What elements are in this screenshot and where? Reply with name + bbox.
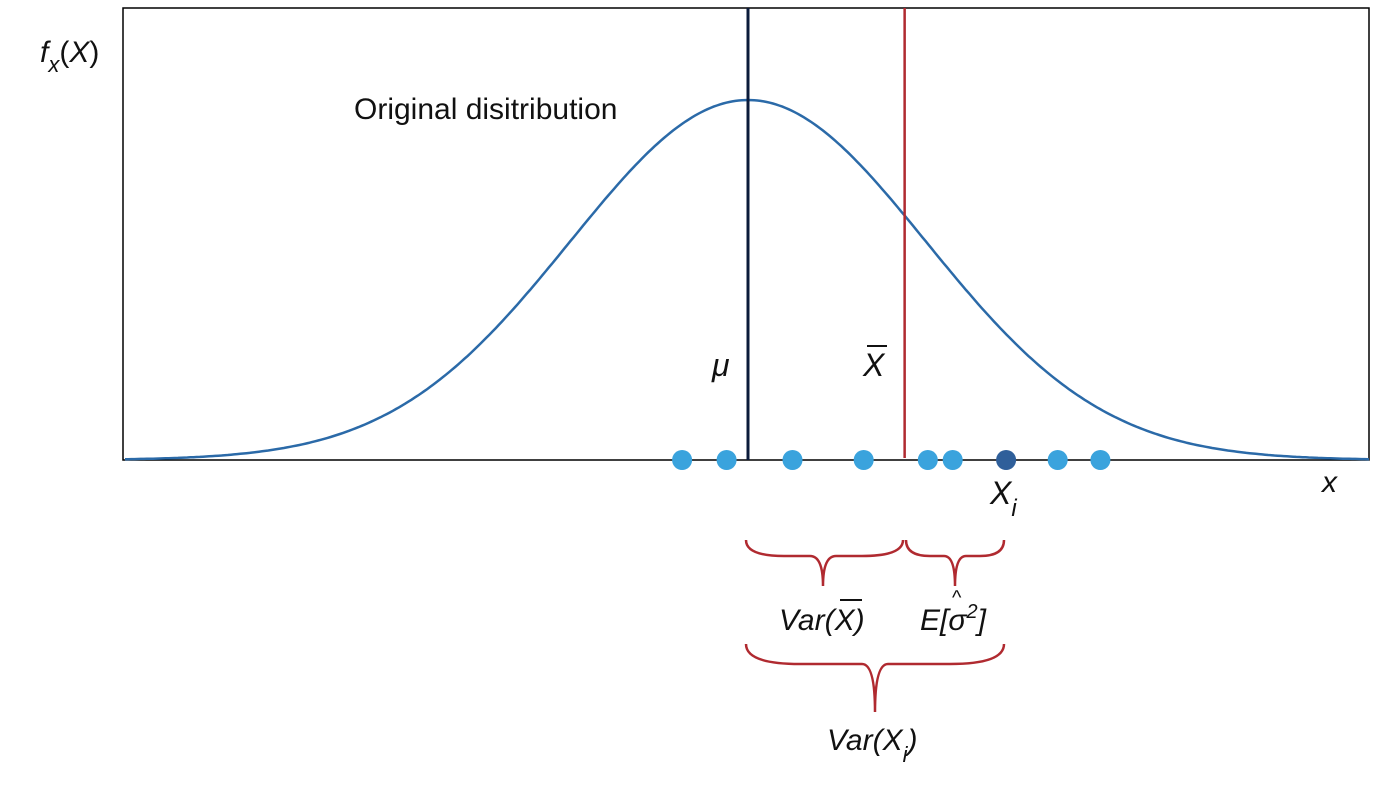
e-sigma-brace bbox=[904, 539, 1006, 587]
sample-points bbox=[672, 450, 1111, 470]
sample-point bbox=[782, 450, 803, 470]
xbar-label: X bbox=[862, 345, 887, 383]
sample-point bbox=[672, 450, 693, 470]
xi-label: Xi bbox=[989, 475, 1017, 522]
svg-text:E[σ2]: E[σ2] bbox=[920, 601, 987, 637]
e-sigma-label: E[σ2] ^ bbox=[920, 587, 987, 637]
var-xbar-brace bbox=[744, 539, 905, 587]
sample-point bbox=[1047, 450, 1068, 470]
sample-point bbox=[1090, 450, 1111, 470]
y-axis-label: fx(X) bbox=[40, 36, 99, 77]
var-xi-label: Var(Xi) bbox=[827, 724, 917, 767]
distribution-label: Original disitribution bbox=[354, 93, 617, 126]
mu-label: μ bbox=[711, 347, 730, 383]
plot-frame bbox=[122, 7, 1370, 461]
var-xbar-label: Var(X) bbox=[779, 599, 865, 637]
sample-point bbox=[942, 450, 963, 470]
sample-point bbox=[716, 450, 737, 470]
x-axis-label: x bbox=[1320, 466, 1338, 499]
svg-text:^: ^ bbox=[952, 587, 962, 609]
sample-point bbox=[917, 450, 938, 470]
sample-point bbox=[853, 450, 874, 470]
svg-text:X: X bbox=[862, 347, 886, 383]
svg-text:Var(X): Var(X) bbox=[779, 604, 865, 637]
highlighted-sample-point bbox=[996, 450, 1017, 470]
var-xi-brace bbox=[744, 643, 1006, 713]
